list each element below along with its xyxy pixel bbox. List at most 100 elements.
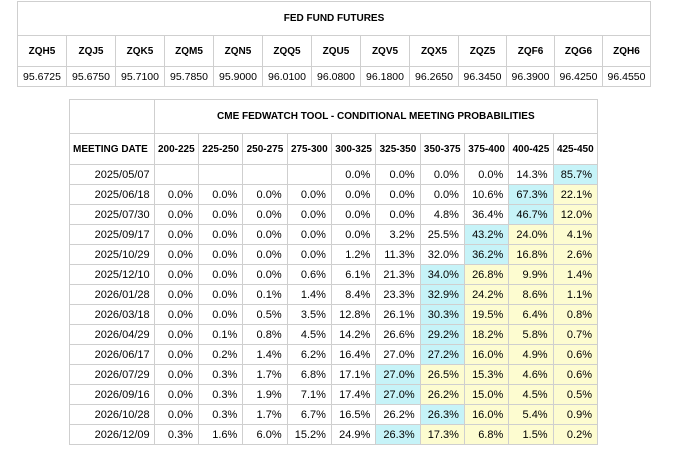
- probability-cell: 0.0%: [153, 184, 199, 205]
- probability-cell: 0.0%: [197, 204, 244, 225]
- probability-cell: 0.0%: [153, 344, 199, 365]
- probability-cell: 36.2%: [463, 244, 510, 265]
- probability-cell: 15.2%: [286, 424, 332, 445]
- probability-cell: 24.0%: [508, 224, 554, 245]
- probability-cell: 11.3%: [375, 244, 421, 265]
- probability-cell: 9.9%: [508, 264, 554, 285]
- probability-cell: 0.0%: [330, 164, 377, 185]
- meeting-date-cell: 2026/03/18: [69, 304, 155, 325]
- probability-cell: 0.0%: [375, 164, 421, 185]
- probability-cell: 1.7%: [242, 404, 288, 425]
- probability-cell: [286, 164, 332, 185]
- probability-cell: 5.8%: [508, 324, 554, 345]
- meeting-date-cell: 2025/06/18: [69, 184, 155, 205]
- meeting-row: 2025/07/30 0.0% 0.0% 0.0% 0.0% 0.0% 0.0% 4.8% 36…: [69, 204, 599, 225]
- probability-cell: 1.6%: [197, 424, 244, 445]
- futures-price-row: 95.6725 95.6750 95.7100 95.7850 95.9000 96.01…: [17, 66, 651, 87]
- rate-range-header: 300-325: [330, 133, 377, 165]
- probability-cell: 3.2%: [375, 224, 421, 245]
- probability-cell: 0.0%: [153, 304, 199, 325]
- probability-cell: 0.0%: [419, 164, 465, 185]
- probability-cell: 0.0%: [242, 244, 288, 265]
- fedwatch-range-header-row: MEETING DATE 200-225 225-250 250-275 275-30…: [69, 133, 599, 165]
- probability-cell: 0.0%: [330, 224, 377, 245]
- probability-cell: 17.1%: [330, 364, 377, 385]
- futures-contract-header: ZQH6: [602, 35, 651, 67]
- fedwatch-title-spacer: [69, 99, 155, 134]
- meeting-date-cell: 2026/06/17: [69, 344, 155, 365]
- probability-cell: 27.0%: [375, 364, 421, 385]
- futures-contract-row: ZQH5 ZQJ5 ZQK5 ZQM5 ZQN5 ZQQ5 ZQU5 ZQV5 ZQX5 ZQZ5…: [17, 35, 651, 67]
- probability-cell: 16.5%: [330, 404, 377, 425]
- fed-fund-futures-table: FED FUND FUTURES ZQH5 ZQJ5 ZQK5 ZQM5 ZQN5 ZQQ…: [17, 1, 651, 87]
- futures-price-cell: 95.7100: [115, 66, 165, 87]
- probability-cell: 1.9%: [242, 384, 288, 405]
- probability-cell: 0.0%: [330, 184, 377, 205]
- rate-range-header: 250-275: [242, 133, 288, 165]
- probability-cell: 0.2%: [552, 424, 599, 445]
- probability-cell: 6.1%: [330, 264, 377, 285]
- probability-cell: 1.4%: [242, 344, 288, 365]
- meeting-date-cell: 2026/07/29: [69, 364, 155, 385]
- meeting-date-cell: 2026/10/28: [69, 404, 155, 425]
- probability-cell: 2.6%: [552, 244, 599, 265]
- probability-cell: 0.0%: [330, 204, 377, 225]
- probability-cell: 21.3%: [375, 264, 421, 285]
- probability-cell: 22.1%: [552, 184, 599, 205]
- probability-cell: 0.3%: [197, 404, 244, 425]
- probability-cell: 8.6%: [508, 284, 554, 305]
- probability-cell: [153, 164, 199, 185]
- probability-cell: 0.0%: [197, 304, 244, 325]
- probability-cell: 12.0%: [552, 204, 599, 225]
- probability-cell: 43.2%: [463, 224, 510, 245]
- probability-cell: 1.5%: [508, 424, 554, 445]
- probability-cell: 0.0%: [286, 244, 332, 265]
- futures-contract-header: ZQH5: [17, 35, 67, 67]
- probability-cell: 16.0%: [463, 344, 510, 365]
- probability-cell: 0.8%: [552, 304, 599, 325]
- meeting-date-cell: 2026/12/09: [69, 424, 155, 445]
- probability-cell: 6.8%: [463, 424, 510, 445]
- meeting-date-header: MEETING DATE: [69, 133, 155, 165]
- probability-cell: 18.2%: [463, 324, 510, 345]
- futures-price-cell: 96.1800: [360, 66, 410, 87]
- futures-price-cell: 95.6750: [66, 66, 116, 87]
- probability-cell: 4.9%: [508, 344, 554, 365]
- probability-cell: 0.7%: [552, 324, 599, 345]
- rate-range-header: 325-350: [375, 133, 421, 165]
- fedwatch-probability-table: CME FEDWATCH TOOL - CONDITIONAL MEETING …: [69, 99, 599, 445]
- probability-cell: 0.2%: [197, 344, 244, 365]
- probability-cell: 0.0%: [375, 184, 421, 205]
- meeting-date-cell: 2026/09/16: [69, 384, 155, 405]
- probability-cell: 26.5%: [419, 364, 465, 385]
- probability-cell: 6.4%: [508, 304, 554, 325]
- futures-contract-header: ZQZ5: [458, 35, 507, 67]
- futures-contract-header: ZQQ5: [262, 35, 312, 67]
- rate-range-header: 375-400: [463, 133, 510, 165]
- meeting-date-cell: 2026/01/28: [69, 284, 155, 305]
- futures-price-cell: 95.7850: [164, 66, 214, 87]
- probability-cell: 0.1%: [197, 324, 244, 345]
- meeting-date-cell: 2025/09/17: [69, 224, 155, 245]
- probability-cell: 0.0%: [463, 164, 510, 185]
- probability-cell: 8.4%: [330, 284, 377, 305]
- probability-cell: 7.1%: [286, 384, 332, 405]
- probability-cell: 0.5%: [552, 384, 599, 405]
- futures-contract-header: ZQM5: [164, 35, 214, 67]
- probability-cell: 15.3%: [463, 364, 510, 385]
- rate-range-header: 225-250: [197, 133, 244, 165]
- futures-contract-header: ZQN5: [213, 35, 263, 67]
- probability-cell: 4.8%: [419, 204, 465, 225]
- meeting-row: 2026/01/28 0.0% 0.0% 0.1% 1.4% 8.4% 23.3% 32.9%…: [69, 284, 599, 305]
- probability-cell: 26.3%: [419, 404, 465, 425]
- futures-price-cell: 96.3450: [458, 66, 507, 87]
- futures-contract-header: ZQU5: [311, 35, 361, 67]
- probability-cell: 0.0%: [419, 184, 465, 205]
- probability-cell: 1.7%: [242, 364, 288, 385]
- meeting-date-cell: 2025/12/10: [69, 264, 155, 285]
- futures-price-cell: 96.0800: [311, 66, 361, 87]
- probability-cell: 4.5%: [286, 324, 332, 345]
- probability-cell: 6.2%: [286, 344, 332, 365]
- probability-cell: 0.0%: [242, 264, 288, 285]
- probability-cell: 0.0%: [242, 204, 288, 225]
